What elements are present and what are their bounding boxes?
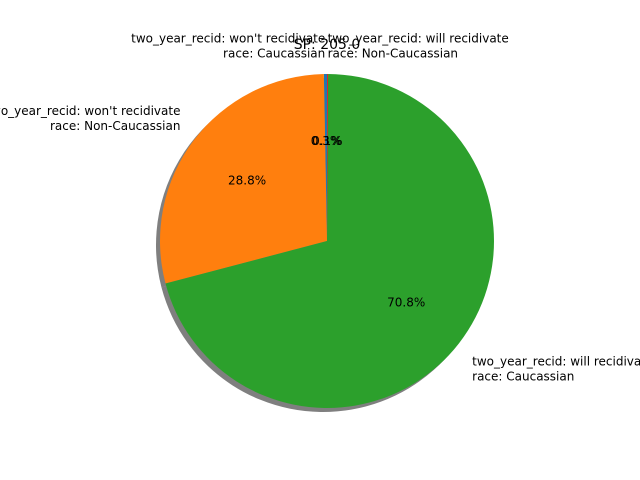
slice-3-wedge — [165, 74, 495, 408]
slice-2-wedge — [160, 74, 327, 284]
slice-3-label-line-race: race: Caucassian — [472, 370, 574, 384]
slice-1-wedge — [323, 74, 327, 241]
slice-3-percent-label: 70.8% — [387, 295, 425, 309]
slice-2-percent-label: 28.8% — [228, 174, 266, 188]
slice-4-percent-label: 0.1% — [312, 134, 343, 148]
pie-labels: 0.3%two_year_recid: won't recidivate race… — [0, 31, 640, 383]
slice-1-percent-label: 0.3% — [311, 134, 342, 148]
slice-4-label-line-two-year-recid: two_year_recid: will recidivate — [328, 31, 509, 45]
slice-1-label-line-race: race: Caucassian — [223, 46, 325, 60]
slice-4-label-line-race: race: Non-Caucassian — [328, 46, 458, 60]
chart-title: SP: 205.0 — [294, 37, 361, 53]
slice-2-label-line-race: race: Non-Caucassian — [50, 119, 180, 133]
slice-3-label-line-two-year-recid: two_year_recid: will recidivate — [472, 355, 640, 369]
slice-1-label-line-two-year-recid: two_year_recid: won't recidivate — [131, 31, 325, 45]
slice-2-label-line-two-year-recid: two_year_recid: won't recidivate — [0, 104, 180, 118]
slice-2-category-label: two_year_recid: won't recidivate race: No… — [0, 104, 180, 133]
slice-1-category-label: two_year_recid: won't recidivate race: Ca… — [131, 31, 325, 60]
slice-4-wedge — [327, 74, 329, 241]
slice-3-category-label: two_year_recid: will recidivate race: Cau… — [472, 355, 640, 384]
slice-4-category-label: two_year_recid: will recidivate race: Non… — [328, 31, 509, 60]
pie-wedges — [160, 74, 495, 408]
